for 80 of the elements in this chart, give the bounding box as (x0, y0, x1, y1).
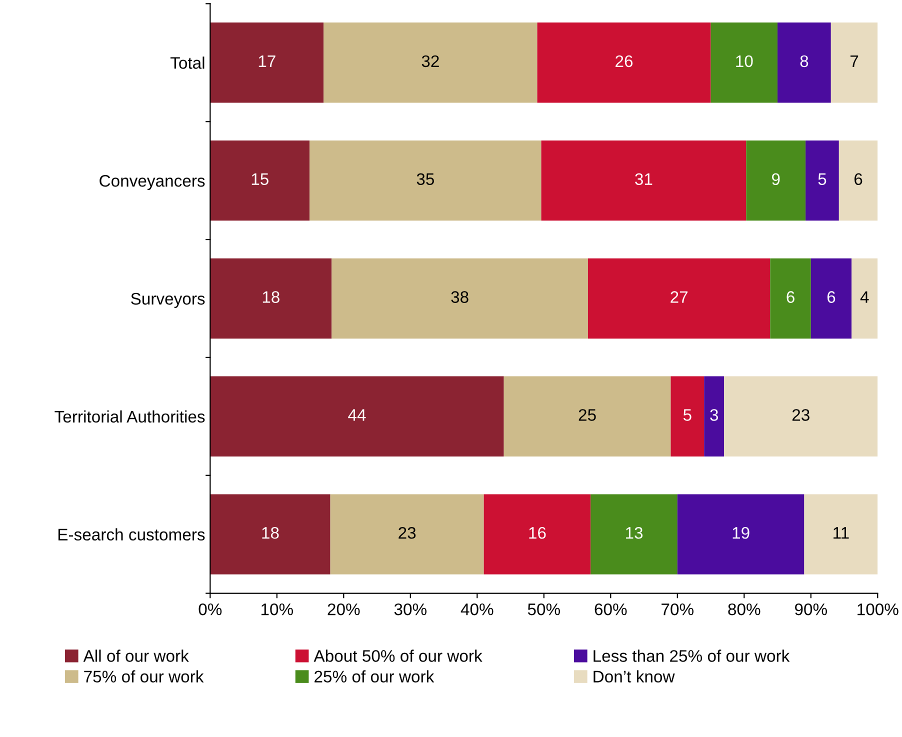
data-label: 19 (732, 526, 750, 539)
data-label: 18 (262, 526, 279, 539)
bar (778, 22, 831, 103)
data-label: 10 (736, 55, 753, 68)
bar (704, 376, 724, 456)
y-tick-label: Conveyancers (100, 174, 205, 190)
data-label: 5 (683, 409, 692, 421)
bar (670, 376, 704, 456)
bar (677, 494, 804, 574)
bar (810, 258, 852, 339)
y-tick-label: E-search customers (58, 528, 205, 541)
bar (210, 258, 332, 339)
data-label: 23 (792, 409, 810, 421)
bar (324, 22, 538, 103)
bar (590, 494, 678, 574)
x-tick-label: 40% (460, 603, 494, 616)
data-label: 9 (772, 173, 780, 186)
data-label: 18 (262, 291, 280, 303)
y-tick-label: Total (170, 56, 204, 69)
x-tick-label: 90% (795, 603, 827, 616)
bar (210, 22, 324, 103)
y-tick-label: Surveyors (131, 292, 205, 308)
x-tick-label: 10% (262, 603, 293, 616)
legend-label: All of our work (83, 650, 189, 662)
bar (484, 494, 591, 574)
data-label: 7 (850, 55, 858, 67)
bar (541, 140, 746, 221)
data-label: 5 (818, 173, 826, 186)
data-label: 6 (786, 291, 794, 303)
bar (332, 258, 588, 339)
data-label: 16 (529, 526, 546, 539)
data-label: 25 (578, 409, 596, 421)
x-tick-label: 50% (528, 603, 560, 616)
bar (838, 140, 878, 221)
data-label: 27 (670, 291, 688, 303)
bar (804, 494, 878, 574)
data-label: 17 (258, 55, 276, 67)
bar (210, 140, 310, 221)
data-label: 32 (422, 55, 439, 68)
bar (830, 22, 878, 103)
bar (210, 494, 330, 574)
legend-label: Don’t know (594, 670, 675, 683)
bar (746, 140, 806, 221)
x-tick-label: 100% (858, 603, 898, 616)
x-tick-label: 70% (662, 603, 694, 616)
x-tick-label: 80% (728, 603, 760, 616)
legend-label: Less than 25% of our work (594, 650, 790, 662)
data-label: 6 (827, 291, 836, 303)
data-label: 44 (348, 409, 366, 421)
bar (724, 376, 878, 456)
bar (588, 258, 770, 339)
data-label: 11 (834, 527, 849, 539)
data-label: 13 (626, 526, 643, 539)
data-label: 8 (800, 55, 808, 68)
bar (852, 258, 878, 339)
x-tick-label: 30% (394, 603, 426, 616)
bar (504, 376, 671, 456)
legend-label: 25% of our work (314, 670, 434, 683)
bar (310, 140, 542, 221)
legend-label: About 50% of our work (314, 650, 482, 662)
data-label: 26 (616, 55, 633, 68)
data-label: 38 (451, 291, 468, 303)
bar (710, 22, 778, 103)
legend-label: 75% of our work (84, 670, 204, 683)
data-label: 31 (635, 173, 652, 186)
data-label: 4 (860, 291, 869, 303)
data-label: 15 (252, 173, 268, 186)
y-tick-label: Territorial Authorities (54, 410, 205, 423)
data-label: 23 (398, 526, 416, 539)
x-tick-label: 20% (328, 603, 360, 616)
bar (330, 494, 484, 574)
bar (806, 140, 839, 221)
x-tick-label: 0% (198, 603, 222, 616)
x-tick-label: 60% (594, 603, 627, 616)
data-label: 35 (416, 173, 434, 186)
bar (537, 22, 711, 103)
data-label: 6 (854, 173, 862, 186)
bar (210, 376, 504, 456)
bar (770, 258, 811, 339)
data-label: 3 (710, 409, 718, 421)
